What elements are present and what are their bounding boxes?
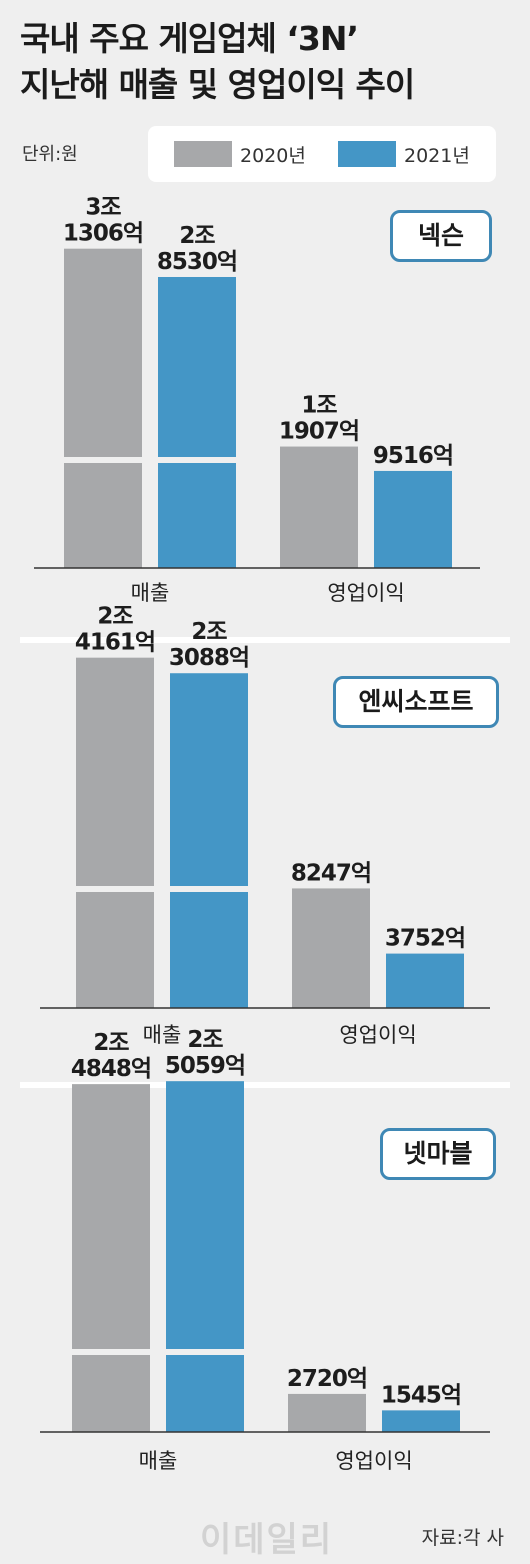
title-line-2: 지난해 매출 및 영업이익 추이	[20, 65, 415, 104]
x-tick-label: 영업이익	[335, 1449, 412, 1473]
unit-label: 단위:원	[22, 144, 78, 165]
panel-nexon: 넥슨 3조 1306억 2조 8530억 매출 1조 1907억 9516억 영업이익	[0, 190, 530, 630]
data-label: 8530억	[157, 249, 237, 275]
x-tick-label: 매출	[143, 1023, 182, 1047]
bar-2021년-영업이익	[374, 470, 452, 568]
panel-netmarble: 넷마블 2조 4848억 2조 5059억 매출 2720억 1545억 영업이익	[0, 1027, 530, 1510]
legend: 2020년 2021년	[148, 126, 496, 182]
panel-divider-2	[20, 1082, 510, 1088]
axis-break-gap	[63, 457, 143, 463]
company-badge-nexon: 넥슨	[390, 210, 492, 262]
x-tick-label: 영업이익	[327, 581, 404, 605]
axis-break-gap	[75, 886, 155, 892]
x-tick-label: 영업이익	[339, 1023, 416, 1047]
data-label: 8247억	[291, 860, 371, 886]
data-label: 1545억	[381, 1382, 461, 1408]
data-label: 2720억	[287, 1366, 367, 1392]
bar-2020년-매출	[64, 248, 142, 568]
panel-divider-1	[20, 637, 510, 643]
data-label: 4161억	[75, 630, 155, 656]
data-label: 2조	[97, 604, 133, 630]
data-label: 3752억	[385, 926, 465, 952]
x-tick-label: 매출	[131, 581, 170, 605]
legend-swatch-2021	[338, 141, 396, 167]
data-label: 2조	[93, 1030, 129, 1056]
chart-title: 국내 주요 게임업체 ‘3N’ 지난해 매출 및 영업이익 추이	[20, 16, 415, 108]
data-label: 3조	[85, 195, 121, 221]
company-badge-netmarble: 넷마블	[380, 1128, 496, 1180]
data-label: 2조	[191, 619, 227, 645]
axis-break-gap	[165, 1349, 245, 1355]
data-label: 2조	[179, 223, 215, 249]
axis-break-gap	[169, 886, 249, 892]
bar-2020년-영업이익	[292, 888, 370, 1008]
legend-item-2021: 2021년	[338, 141, 470, 167]
bar-2021년-매출	[170, 673, 248, 1008]
legend-swatch-2020	[174, 141, 232, 167]
bar-2020년-매출	[72, 1084, 150, 1432]
panel-ncsoft: 엔씨소프트 2조 4161억 2조 3088억 매출 8247억 3752억 영업이익	[0, 604, 530, 1070]
data-label: 2조	[187, 1027, 223, 1053]
company-badge-ncsoft: 엔씨소프트	[333, 676, 499, 728]
x-tick-label: 매출	[139, 1449, 178, 1473]
data-label: 9516억	[373, 443, 453, 469]
bar-2020년-영업이익	[288, 1393, 366, 1432]
data-label: 1조	[301, 393, 337, 419]
bar-2021년-영업이익	[382, 1410, 460, 1432]
data-label: 1907억	[279, 419, 359, 445]
data-label: 4848억	[71, 1056, 151, 1082]
data-label: 1306억	[63, 221, 143, 247]
bar-2020년-매출	[76, 657, 154, 1008]
legend-label-2021: 2021년	[404, 144, 470, 167]
data-label: 3088억	[169, 645, 249, 671]
axis-break-gap	[157, 457, 237, 463]
legend-label-2020: 2020년	[240, 144, 306, 167]
title-line-1: 국내 주요 게임업체 ‘3N’	[20, 19, 359, 58]
watermark: 이데일리	[200, 1520, 334, 1560]
source-note: 자료:각 사	[421, 1527, 504, 1549]
data-label: 5059억	[165, 1053, 245, 1079]
bar-2021년-매출	[158, 276, 236, 568]
bar-2021년-영업이익	[386, 953, 464, 1008]
bar-2021년-매출	[166, 1081, 244, 1432]
bar-2020년-영업이익	[280, 446, 358, 568]
axis-break-gap	[71, 1349, 151, 1355]
legend-item-2020: 2020년	[174, 141, 306, 167]
